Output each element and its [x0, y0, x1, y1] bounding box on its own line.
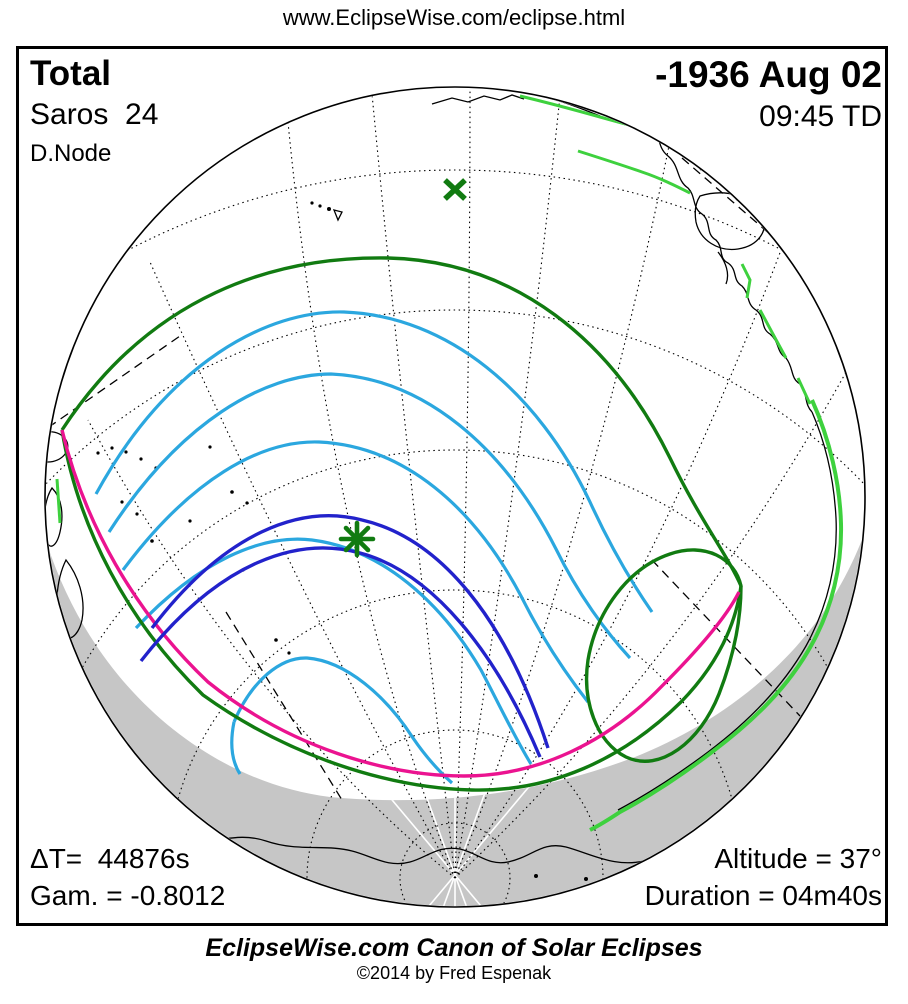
footer-title: EclipseWise.com Canon of Solar Eclipses: [205, 934, 703, 962]
gamma-value: Gam. = -0.8012: [30, 880, 226, 911]
node-label: D.Node: [30, 140, 112, 167]
page-url: www.EclipseWise.com/eclipse.html: [282, 5, 626, 30]
eclipse-time-label: 09:45 TD: [759, 100, 882, 133]
altitude-value: Altitude = 37°: [714, 843, 882, 874]
eclipse-type-label: Total: [30, 54, 112, 93]
delta-t-value: ΔT= 44876s: [30, 843, 190, 874]
saros-label: Saros 24: [30, 98, 159, 131]
duration-value: Duration = 04m40s: [644, 880, 882, 911]
eclipse-map-frame: [16, 46, 888, 926]
eclipse-date-label: -1936 Aug 02: [655, 54, 882, 95]
footer-copyright: ©2014 by Fred Espenak: [356, 963, 552, 983]
